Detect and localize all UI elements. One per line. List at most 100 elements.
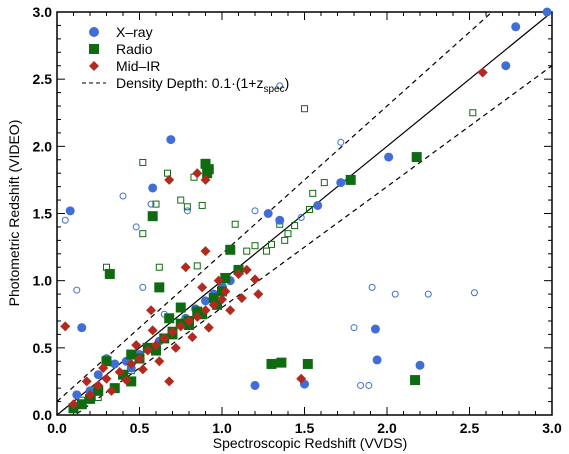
radio-filled-point [220, 272, 231, 283]
midir-filled-point [151, 340, 161, 351]
xray-filled-point [372, 355, 382, 365]
midir-filled-point [164, 174, 175, 185]
y-tick-label: 1.0 [33, 273, 53, 289]
data-points [60, 7, 552, 414]
radio-open-point [177, 196, 185, 204]
midir-filled-point [241, 264, 252, 275]
midir-filled-point [81, 376, 92, 387]
radio-open-point [320, 179, 328, 187]
radio-open-point [164, 169, 172, 177]
xray-open-point [276, 82, 284, 90]
radio-filled-point [302, 358, 313, 369]
upper-bound-line [56, 12, 492, 403]
legend-density-main: Density Depth: 0.1·(1+z [116, 75, 263, 91]
xray-open-point [61, 216, 69, 224]
radio-open-point [198, 201, 206, 209]
midir-filled-point [192, 311, 203, 322]
x-tick-label: 0.0 [47, 420, 67, 436]
midir-filled-point [134, 353, 145, 364]
radio-filled-point [276, 357, 287, 368]
xray-filled-point [148, 183, 158, 193]
xray-filled-point [65, 206, 75, 216]
xray-open-point [424, 290, 432, 298]
radio-open-point [139, 158, 147, 166]
radio-open-point [305, 205, 313, 213]
xray-open-point [368, 283, 376, 291]
midir-filled-point [170, 342, 181, 353]
radio-filled-point [200, 158, 211, 169]
xray-open-point [365, 381, 373, 389]
x-tick-label: 2.0 [377, 420, 397, 436]
xray-filled-point [166, 135, 176, 145]
xray-filled-point [201, 296, 210, 306]
radio-open-point [243, 247, 251, 255]
radio-filled-point [147, 211, 158, 222]
xray-filled-point [336, 178, 346, 188]
radio-open-point [251, 242, 259, 250]
radio-open-point [263, 247, 271, 255]
midir-filled-point [213, 275, 224, 286]
radio-filled-point [411, 152, 422, 163]
xray-filled-point [542, 7, 552, 17]
y-tick-label: 0.5 [33, 340, 53, 356]
midir-filled-point [159, 333, 170, 344]
xray-filled-point [77, 323, 87, 333]
midir-filled-point [217, 294, 227, 305]
radio-filled-point [126, 349, 137, 360]
midir-filled-point [200, 174, 211, 185]
y-tick-label: 0.0 [33, 407, 53, 423]
midir-filled-point [142, 345, 153, 356]
midir-filled-point [477, 67, 488, 78]
xray-open-point [139, 283, 147, 291]
radio-filled-point [175, 302, 186, 313]
radio-open-point [152, 200, 160, 208]
midir-filled-point [101, 373, 112, 384]
tick-labels: 0.0 0.5 1.0 1.5 2.0 2.5 3.0 0.0 0.5 1.0 1.5 2.0 2.5 3… [33, 4, 562, 436]
xray-filled-point [250, 380, 260, 390]
midir-filled-point [236, 293, 247, 304]
radio-open-point [183, 203, 191, 211]
radio-filled-point [101, 356, 112, 367]
radio-filled-point [126, 376, 137, 387]
xray-open-point [73, 286, 81, 294]
x-tick-label: 1.5 [295, 420, 315, 436]
radio-filled-point [225, 244, 236, 255]
midir-filled-point [197, 282, 208, 293]
radio-open-point [309, 189, 317, 197]
midir-filled-point [233, 268, 244, 279]
legend: X–ray Radio Mid–IR Density Depth: 0.1·(1… [82, 24, 289, 95]
xray-open-point [470, 289, 478, 297]
legend-label-midir: Mid–IR [116, 58, 160, 74]
axis-ticks [56, 11, 553, 416]
radio-filled-point [118, 369, 128, 380]
legend-density-tail: ) [285, 75, 290, 91]
midir-filled-point [296, 373, 307, 384]
xray-open-point [147, 200, 155, 208]
xray-open-point [183, 207, 191, 215]
midir-filled-point [131, 340, 142, 351]
xray-open-point [357, 381, 365, 389]
midir-filled-point [68, 399, 79, 410]
y-tick-label: 1.5 [33, 206, 53, 222]
radio-open-point [231, 220, 239, 228]
x-axis-label: Spectroscopic Redshift (VVDS) [213, 435, 408, 451]
legend-marker-xray [89, 27, 99, 37]
legend-marker-midir [89, 61, 99, 71]
midir-filled-point [200, 305, 211, 316]
xray-open-point [350, 324, 358, 332]
radio-open-point [281, 236, 289, 244]
xray-filled-point [370, 324, 380, 334]
midir-filled-point [192, 168, 203, 179]
radio-filled-point [151, 345, 161, 356]
radio-filled-point [104, 268, 115, 279]
xray-filled-point [110, 359, 120, 369]
midir-filled-point [208, 299, 219, 310]
y-tick-label: 2.0 [33, 138, 53, 154]
radio-open-point [469, 109, 477, 117]
midir-filled-point [187, 332, 198, 343]
radio-open-point [268, 240, 275, 248]
legend-density-sub: spec [263, 84, 284, 95]
xray-filled-point [72, 390, 82, 400]
xray-filled-point [384, 152, 394, 162]
radio-open-point [155, 263, 163, 271]
